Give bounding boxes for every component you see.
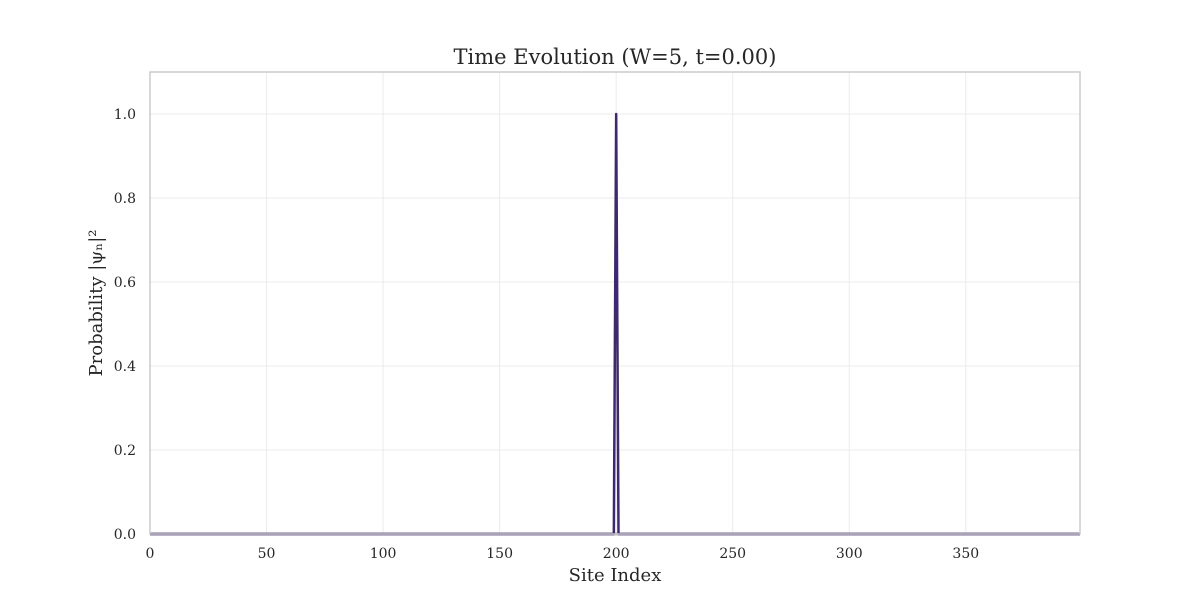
plot-area: [149, 71, 1081, 536]
y-axis-label: Probability |ψₙ|²: [86, 230, 107, 377]
y-tick-label: 0.2: [114, 443, 136, 459]
x-tick-labels: 0 50 100 150 200 250 300 350: [146, 546, 980, 562]
x-tick-label: 150: [486, 546, 513, 562]
y-tick-labels: 0.0 0.2 0.4 0.6 0.8 1.0: [114, 107, 136, 543]
plot-frame: [149, 71, 1081, 535]
x-tick-label: 350: [952, 546, 979, 562]
x-tick-label: 0: [146, 546, 155, 562]
x-tick-label: 200: [603, 546, 630, 562]
x-tick-label: 50: [258, 546, 276, 562]
y-tick-label: 1.0: [114, 107, 136, 123]
x-tick-label: 250: [719, 546, 746, 562]
x-tick-label: 100: [370, 546, 397, 562]
y-tick-label: 0.8: [114, 191, 136, 207]
x-tick-label: 300: [836, 546, 863, 562]
x-axis-label: Site Index: [569, 565, 662, 586]
y-tick-label: 0.6: [114, 275, 136, 291]
y-tick-label: 0.0: [114, 527, 136, 543]
y-tick-label: 0.4: [114, 359, 136, 375]
chart-title: Time Evolution (W=5, t=0.00): [454, 45, 777, 69]
